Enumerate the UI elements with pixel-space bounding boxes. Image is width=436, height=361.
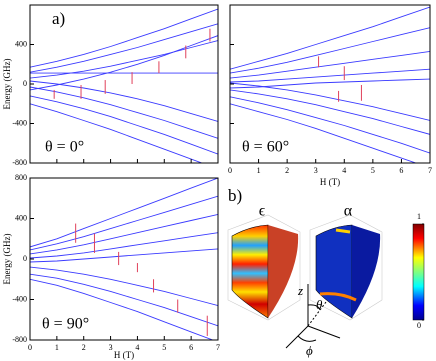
axes-sketch (285, 284, 341, 349)
level-line (30, 232, 218, 259)
y-tick-label: 800 (15, 173, 27, 182)
y-tick-label: 0 (23, 79, 27, 88)
x-tick-label: 3 (109, 343, 113, 352)
x-tick-label: 4 (342, 166, 346, 175)
y-tick-label: 400 (15, 39, 27, 48)
x-axis-label: H (T) (320, 177, 340, 187)
x-tick-label: 4 (135, 343, 139, 352)
grid-box (227, 214, 383, 321)
level-line (230, 89, 430, 135)
level-line (30, 278, 214, 340)
level-line (230, 103, 418, 163)
panel-label: a) (52, 9, 65, 28)
x-tick-label: 0 (228, 166, 232, 175)
x-tick-label: 6 (399, 166, 403, 175)
plot-area (30, 178, 218, 340)
level-line (30, 213, 218, 255)
level-line (30, 8, 218, 68)
y-tick-label: 0 (23, 254, 27, 263)
level-line (30, 195, 218, 251)
alpha-map-side (352, 225, 381, 318)
level-line (230, 78, 430, 89)
colorbar-tick-label: 0 (417, 321, 421, 330)
x-axis-label: H (T) (114, 350, 134, 360)
x-tick-label: 1 (55, 343, 59, 352)
y-axis-label: Energy (GHz) (2, 58, 12, 109)
axis-sketch-label: ϕ (306, 343, 313, 358)
level-line (30, 86, 218, 139)
angle-annotation: θ = 0° (45, 139, 84, 156)
x-tick-label: 2 (82, 343, 86, 352)
map-title: α (344, 203, 353, 220)
angle-annotation: θ = 90° (42, 316, 89, 333)
x-tick-label: 3 (314, 166, 318, 175)
level-line (230, 96, 430, 154)
axis-sketch-label: θ (316, 297, 323, 312)
level-line (30, 35, 218, 91)
y-tick-label: -800 (12, 158, 27, 167)
y-tick-label: -800 (12, 335, 27, 344)
level-line (230, 50, 430, 79)
level-line (30, 273, 218, 327)
y-axis-label: Energy (GHz) (2, 233, 12, 284)
x-tick-label: 5 (371, 166, 375, 175)
colorbar-tick-label: 1 (417, 212, 421, 221)
plot-area (30, 8, 218, 163)
alpha-spot (335, 228, 351, 234)
alpha-band (319, 292, 357, 302)
level-line (30, 178, 218, 248)
level-line (30, 103, 204, 163)
level-line (30, 80, 218, 122)
colorbar (412, 223, 425, 321)
y-tick-label: 400 (15, 213, 27, 222)
map-title: ϵ (259, 203, 266, 220)
sphere-plots (227, 214, 383, 321)
epsilon-map (231, 224, 269, 319)
y-tick-label: -400 (12, 294, 27, 303)
level-line (30, 248, 218, 263)
level-line (230, 6, 430, 70)
x-tick-label: 7 (216, 343, 220, 352)
x-tick-label: 1 (257, 166, 261, 175)
level-line (230, 27, 430, 74)
x-tick-label: 2 (285, 166, 289, 175)
x-tick-label: 5 (162, 343, 166, 352)
level-line (30, 95, 218, 155)
angle-annotation: θ = 60° (242, 139, 289, 156)
epsilon-map-side (268, 225, 299, 318)
x-tick-label: 6 (189, 343, 193, 352)
y-tick-label: -400 (12, 118, 27, 127)
panel-label: b) (228, 186, 242, 205)
axis-sketch-label: z (297, 283, 303, 298)
x-tick-label: 7 (428, 166, 432, 175)
x-tick-label: 0 (28, 343, 32, 352)
level-line (30, 266, 218, 307)
level-line (30, 40, 218, 79)
plot-area (230, 6, 430, 163)
level-line (30, 23, 218, 73)
level-line (230, 68, 430, 83)
level-line (230, 82, 430, 121)
